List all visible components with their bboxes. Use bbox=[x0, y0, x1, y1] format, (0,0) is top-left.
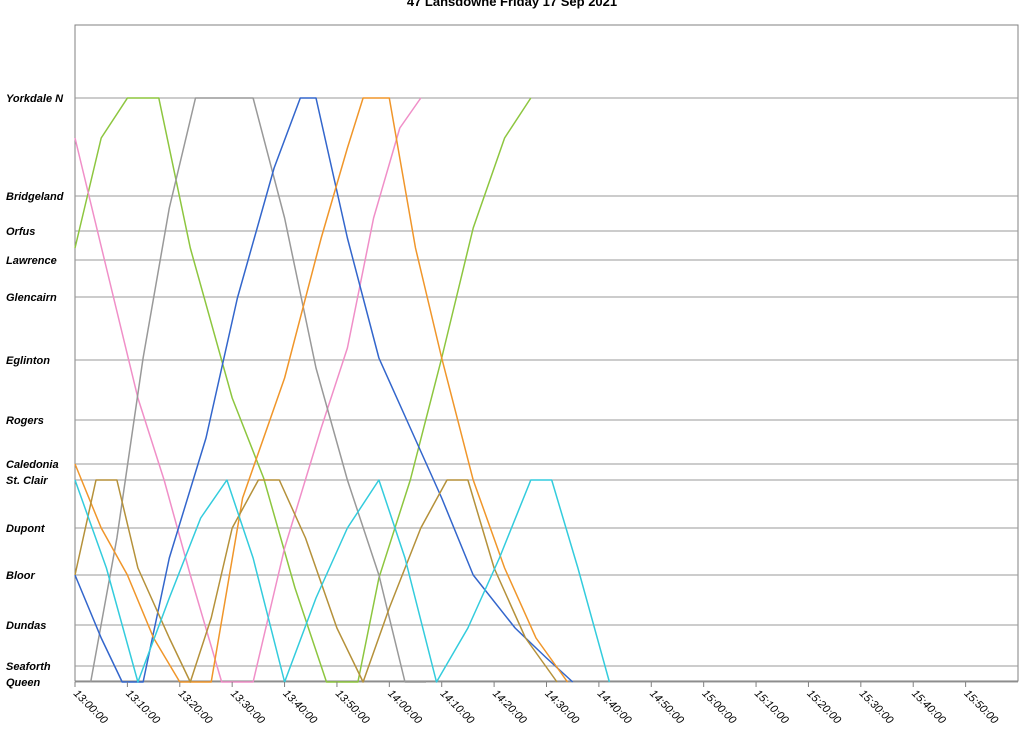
time-tick-label: 14:50:00 bbox=[647, 688, 686, 727]
stop-label: Seaforth bbox=[6, 661, 51, 673]
series-lines bbox=[74, 97, 611, 683]
time-tick-label: 15:00:00 bbox=[700, 688, 739, 727]
time-tick-label: 14:20:00 bbox=[490, 688, 529, 727]
stop-label: Dupont bbox=[6, 523, 46, 535]
series-line-6 bbox=[74, 479, 611, 683]
time-tick-label: 13:00:00 bbox=[71, 688, 110, 727]
time-tick-label: 15:10:00 bbox=[752, 688, 791, 727]
series-line-3 bbox=[74, 97, 574, 683]
time-tick-label: 13:10:00 bbox=[123, 688, 162, 727]
time-tick-label: 13:40:00 bbox=[280, 688, 319, 727]
time-tick-label: 15:40:00 bbox=[909, 688, 948, 727]
stop-label: Yorkdale N bbox=[6, 93, 64, 105]
time-tick-label: 14:10:00 bbox=[438, 688, 477, 727]
time-tick-label: 13:20:00 bbox=[176, 688, 215, 727]
time-tick-label: 14:40:00 bbox=[595, 688, 634, 727]
time-tick-label: 15:30:00 bbox=[857, 688, 896, 727]
plot-area bbox=[74, 24, 1019, 682]
series-line-4 bbox=[74, 97, 569, 683]
stop-label: Eglinton bbox=[6, 355, 50, 367]
stop-label: Glencairn bbox=[6, 292, 57, 304]
stop-label: Dundas bbox=[6, 620, 46, 632]
series-line-2 bbox=[89, 97, 426, 683]
stop-label: Caledonia bbox=[6, 459, 59, 471]
time-tick-label: 13:30:00 bbox=[228, 688, 267, 727]
time-tick-label: 13:50:00 bbox=[333, 688, 372, 727]
time-tick-label: 15:50:00 bbox=[961, 688, 1000, 727]
stop-label: Bloor bbox=[6, 570, 35, 582]
series-line-5 bbox=[74, 479, 558, 683]
chart-title: 47 Lansdowne Friday 17 Sep 2021 bbox=[406, 0, 618, 9]
stop-label: Queen bbox=[6, 677, 41, 689]
series-line-0 bbox=[74, 97, 532, 683]
time-tick-label: 14:00:00 bbox=[385, 688, 424, 727]
stop-label: Lawrence bbox=[6, 255, 57, 267]
stop-label: Bridgeland bbox=[6, 191, 64, 203]
stop-labels: Yorkdale N Bridgeland Orfus Lawrence Glencai… bbox=[6, 93, 64, 689]
time-tick-label: 14:30:00 bbox=[542, 688, 581, 727]
stop-label: Orfus bbox=[6, 226, 35, 238]
time-labels: 13:00:00 13:10:00 13:20:00 13:30:00 13:40:00… bbox=[71, 682, 1001, 727]
stop-label: Rogers bbox=[6, 415, 44, 427]
time-tick-label: 15:20:00 bbox=[804, 688, 843, 727]
stop-label: St. Clair bbox=[6, 475, 48, 487]
